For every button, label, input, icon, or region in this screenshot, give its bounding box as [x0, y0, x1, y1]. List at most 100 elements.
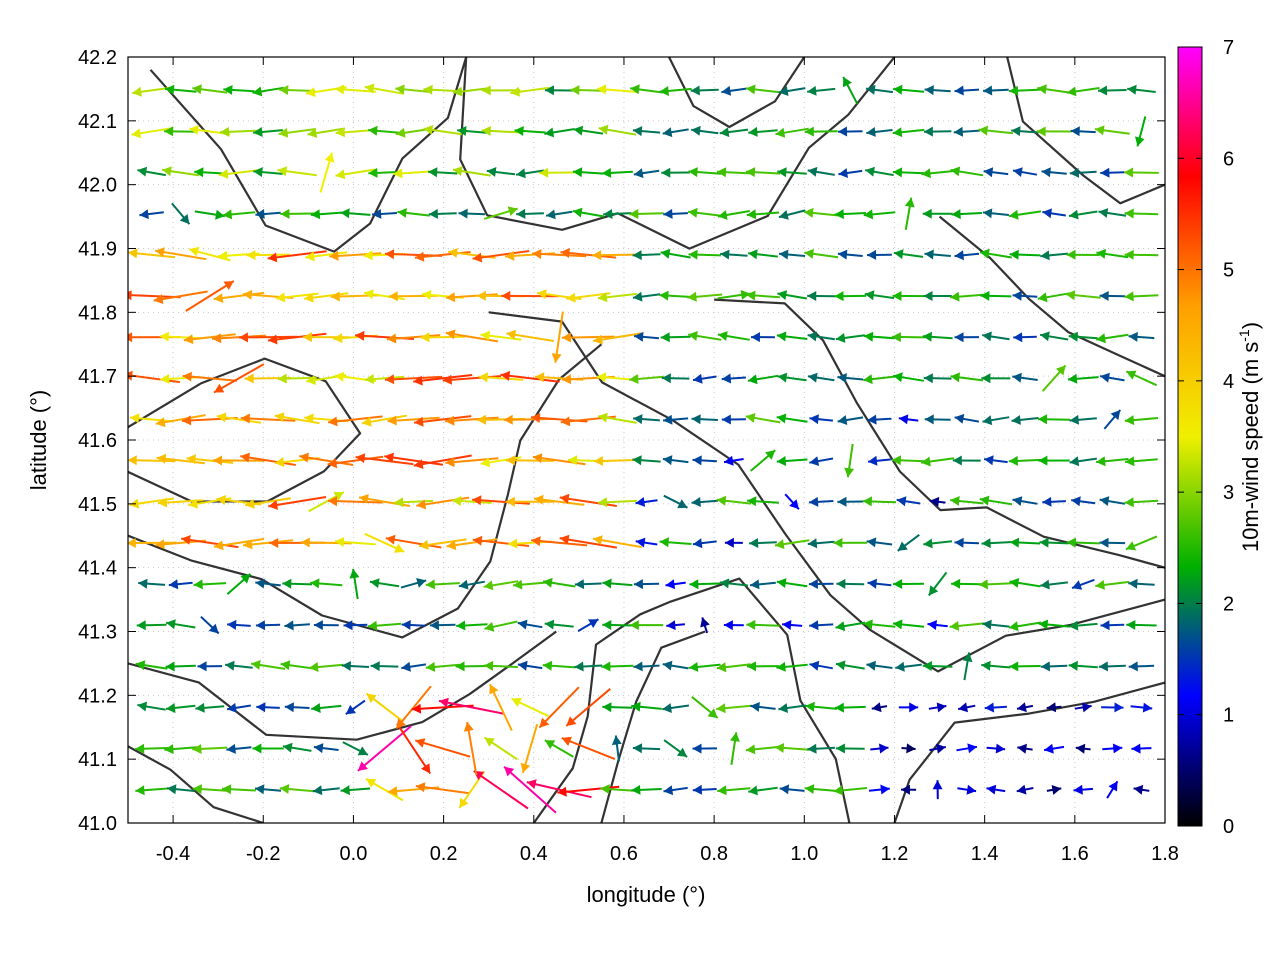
wind-arrow-head [807, 291, 816, 301]
wind-arrow [283, 743, 312, 753]
wind-arrow [982, 538, 1011, 548]
contour-line [460, 57, 894, 249]
wind-arrow [661, 332, 691, 342]
wind-arrow [160, 374, 201, 384]
wind-arrow [1013, 167, 1037, 177]
wind-arrow [894, 249, 923, 259]
wind-arrow-head [1100, 496, 1110, 506]
wind-arrow-head [544, 128, 554, 138]
wind-arrow [504, 767, 556, 813]
wind-arrow [445, 416, 498, 426]
wind-arrow [751, 332, 775, 342]
wind-arrow [342, 661, 369, 671]
wind-arrow-head [1124, 168, 1133, 178]
wind-arrow-head [459, 798, 468, 808]
wind-arrow-head [311, 703, 321, 713]
wind-arrow-head [516, 209, 525, 219]
wind-arrow [804, 208, 838, 218]
wind-arrow [385, 249, 442, 259]
wind-arrow [184, 334, 236, 344]
wind-arrow [688, 331, 721, 341]
wind-arrow [662, 373, 690, 383]
wind-arrow-head [982, 620, 992, 630]
wind-arrow [721, 86, 746, 96]
wind-arrow [397, 208, 429, 218]
wind-arrow [724, 620, 744, 630]
wind-arrow-head [422, 290, 431, 300]
wind-arrow [661, 168, 690, 178]
wind-arrow [836, 579, 864, 589]
wind-arrow [397, 724, 430, 774]
wind-arrow [805, 702, 837, 712]
wind-arrow [346, 701, 365, 715]
wind-arrow [923, 539, 952, 549]
wind-arrow-head [1042, 208, 1052, 218]
wind-arrow [1125, 415, 1158, 425]
wind-arrow [219, 169, 259, 179]
wind-arrow-head [748, 127, 757, 137]
wind-arrow-head [131, 128, 141, 138]
wind-arrow [663, 209, 688, 219]
wind-arrow-head [864, 209, 873, 219]
wind-arrow-head [632, 455, 641, 465]
wind-arrow-head [924, 291, 933, 301]
wind-arrow [1069, 661, 1098, 671]
wind-arrow [987, 785, 1006, 795]
wind-arrow-head [484, 661, 493, 671]
wind-arrow-head [198, 661, 207, 671]
wind-arrow [987, 744, 1006, 754]
wind-arrow-head [804, 208, 814, 218]
wind-arrow-head [807, 86, 816, 96]
wind-arrow-head [838, 127, 847, 137]
wind-arrow [725, 538, 743, 548]
wind-arrow [453, 166, 491, 176]
wind-arrow-head [836, 744, 845, 754]
y-tick-label: 41.1 [78, 749, 117, 771]
wind-arrow [299, 453, 353, 465]
colorbar-tick-label: 7 [1223, 37, 1234, 59]
wind-arrow-head [1040, 331, 1050, 341]
wind-arrow [602, 168, 633, 178]
colorbar-label: 10m-wind speed (m s-1) [1236, 322, 1263, 552]
wind-arrow [446, 292, 498, 302]
wind-arrow-head [303, 332, 312, 342]
wind-arrow [981, 373, 1010, 383]
wind-arrow-head [720, 578, 730, 588]
wind-arrow [223, 85, 254, 95]
wind-arrow-head [872, 702, 882, 712]
wind-arrow [513, 580, 547, 590]
wind-arrow [284, 620, 310, 630]
wind-arrow [1070, 415, 1097, 425]
wind-arrow [222, 784, 256, 794]
wind-arrow [1134, 785, 1150, 795]
wind-arrow [776, 128, 809, 138]
wind-arrow [930, 497, 946, 507]
wind-arrow-head [243, 290, 252, 300]
wind-arrow-head [863, 374, 873, 384]
wind-vectors [123, 77, 1159, 813]
wind-arrow-head [601, 662, 610, 672]
wind-arrow-head [1113, 744, 1122, 754]
wind-arrow-head [1125, 456, 1134, 466]
wind-arrow [227, 574, 250, 594]
wind-arrow-head [575, 579, 584, 589]
wind-arrow [631, 785, 661, 795]
wind-arrow [893, 291, 925, 301]
wind-arrow-head [807, 744, 816, 754]
wind-arrow-head [464, 722, 474, 732]
wind-arrow-head [456, 661, 465, 671]
wind-arrow-head [1127, 85, 1137, 95]
wind-arrow-head [838, 415, 848, 425]
wind-arrow [925, 85, 951, 95]
wind-arrow [1044, 744, 1064, 754]
wind-arrow [749, 538, 777, 548]
wind-arrow-head [865, 290, 875, 300]
wind-arrow-head [664, 785, 674, 795]
wind-arrow-head [367, 694, 377, 704]
wind-arrow-head [1129, 332, 1138, 342]
wind-arrow-head [1068, 374, 1077, 384]
wind-arrow [833, 538, 867, 548]
wind-arrow [518, 661, 542, 671]
wind-arrow-head [633, 743, 642, 753]
wind-arrow [810, 661, 833, 671]
